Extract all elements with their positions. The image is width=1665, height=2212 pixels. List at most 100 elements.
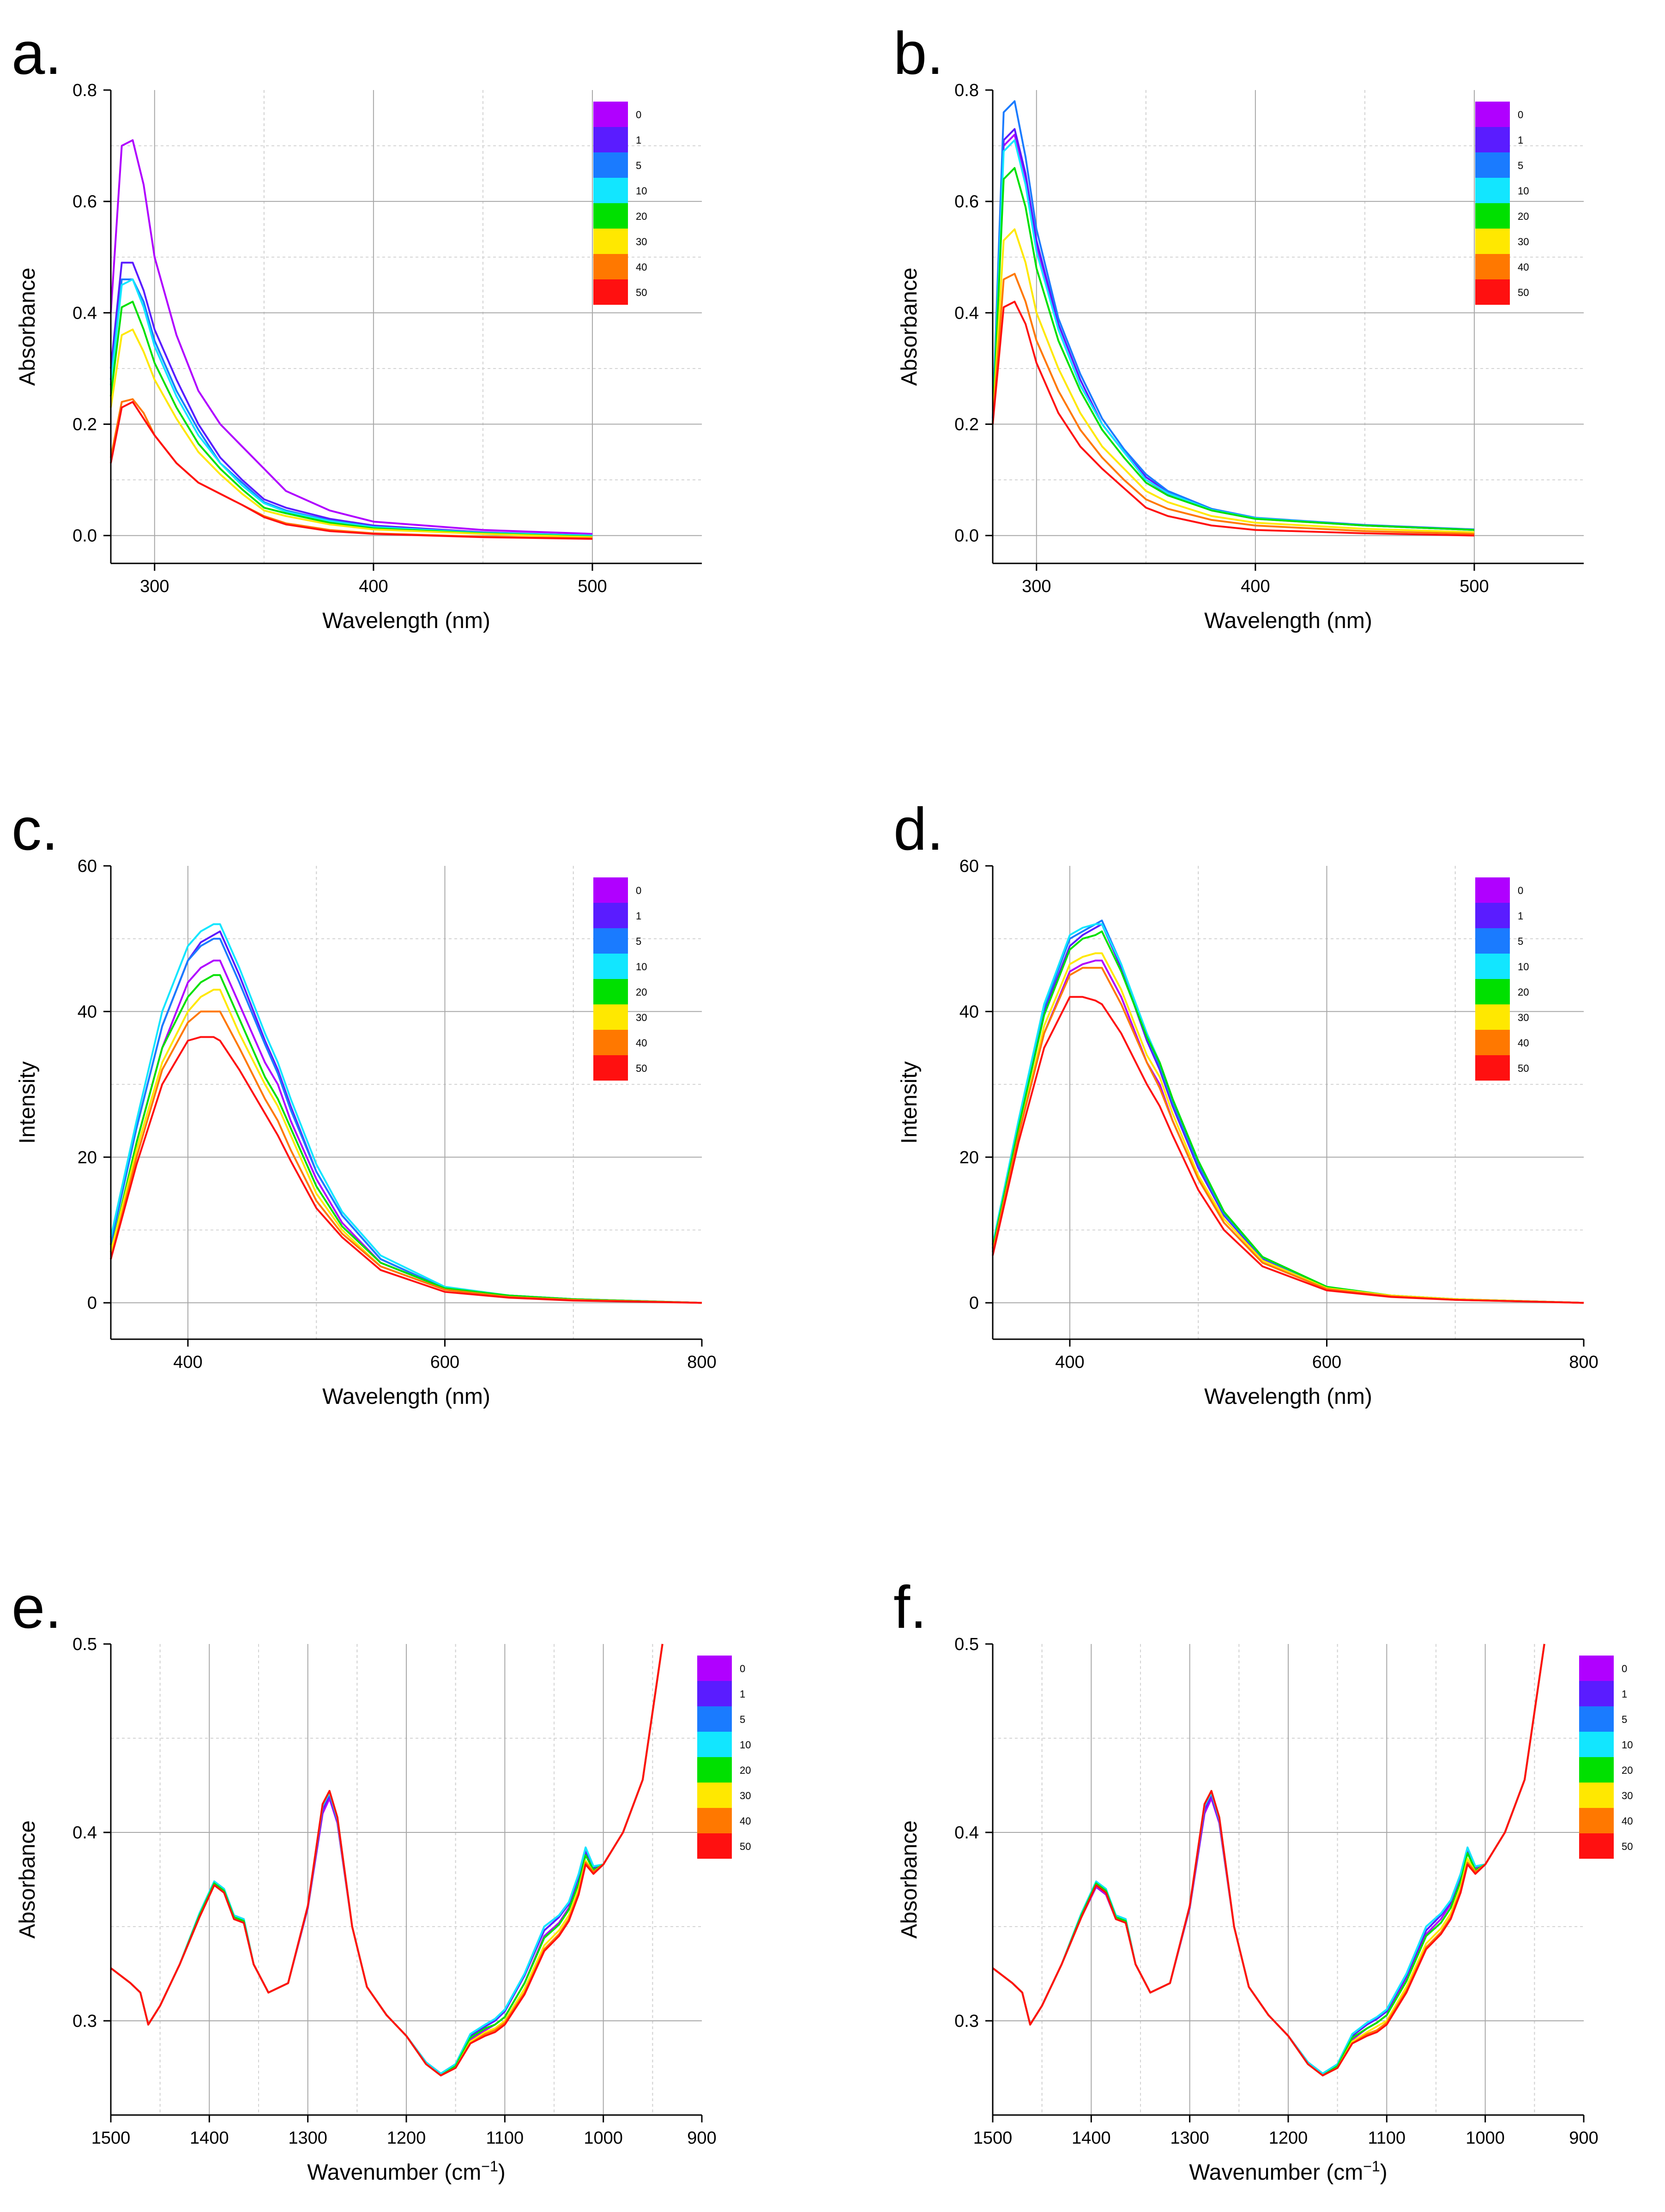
x-tick-label: 1200 — [387, 2128, 426, 2148]
legend: 0 1 5 10 20 30 40 50 — [593, 102, 647, 305]
series-line-20 — [992, 1644, 1545, 2077]
x-tick-label: 1500 — [973, 2128, 1013, 2148]
legend-label: 50 — [1518, 1063, 1529, 1074]
x-tick-label: 300 — [140, 577, 169, 596]
legend-swatch-1 — [1475, 903, 1510, 928]
y-tick-label: 0 — [969, 1293, 979, 1313]
legend-label: 0 — [1518, 885, 1523, 896]
legend-label: 0 — [636, 885, 641, 896]
legend-swatch-20 — [593, 203, 628, 229]
series-line-50 — [110, 401, 593, 540]
x-axis-label: Wavelength (nm) — [1204, 609, 1372, 633]
x-tick-label: 900 — [687, 2128, 716, 2148]
series-line-10 — [110, 1644, 664, 2075]
panel-label: b. — [893, 19, 943, 87]
y-tick-label: 20 — [78, 1148, 97, 1167]
legend-swatch-5 — [1579, 1706, 1614, 1732]
legend-label: 30 — [1622, 1790, 1633, 1801]
legend-swatch-30 — [1579, 1783, 1614, 1808]
y-tick-label: 60 — [959, 857, 979, 876]
series-line-20 — [992, 167, 1475, 531]
y-tick-label: 20 — [959, 1148, 979, 1167]
legend-swatch-40 — [1475, 254, 1510, 279]
x-tick-label: 1000 — [1466, 2128, 1505, 2148]
x-tick-label: 1400 — [190, 2128, 229, 2148]
legend-swatch-40 — [1475, 1030, 1510, 1055]
legend-swatch-1 — [697, 1681, 732, 1706]
legend: 0 1 5 10 20 30 40 50 — [593, 877, 647, 1081]
series-line-40 — [992, 272, 1475, 535]
y-axis-label: Absorbance — [15, 1820, 40, 1939]
series-line-10 — [110, 278, 593, 537]
y-axis-label: Absorbance — [897, 1820, 922, 1939]
legend-label: 40 — [1518, 1037, 1529, 1049]
series-line-40 — [110, 1644, 664, 2077]
series-line-1 — [110, 261, 593, 537]
x-tick-label: 800 — [687, 1353, 716, 1372]
legend-swatch-30 — [593, 229, 628, 254]
legend-label: 30 — [1518, 236, 1529, 248]
panel-label: e. — [12, 1573, 61, 1641]
series-line-30 — [110, 328, 593, 538]
x-tick-label: 1100 — [1368, 2128, 1406, 2148]
legend-swatch-5 — [593, 928, 628, 954]
y-axis-label: Absorbance — [15, 267, 40, 386]
y-tick-label: 0.2 — [954, 415, 979, 435]
series-line-40 — [992, 967, 1584, 1304]
legend-swatch-0 — [1475, 102, 1510, 127]
legend-swatch-20 — [593, 979, 628, 1004]
series-line-0 — [992, 133, 1475, 531]
legend-label: 1 — [740, 1688, 745, 1700]
legend-swatch-30 — [1475, 1004, 1510, 1030]
legend: 0 1 5 10 20 30 40 50 — [1579, 1656, 1633, 1859]
legend-swatch-50 — [697, 1833, 732, 1859]
series-line-10 — [110, 923, 702, 1304]
y-tick-label: 0.5 — [954, 1635, 979, 1654]
y-axis-label: Absorbance — [897, 267, 922, 386]
series-line-5 — [110, 1644, 664, 2075]
series-line-50 — [992, 996, 1584, 1304]
legend-swatch-0 — [1579, 1656, 1614, 1681]
legend-label: 40 — [636, 1037, 647, 1049]
y-tick-label: 0.3 — [72, 2012, 97, 2031]
x-axis-label-text: Wavenumber (cm — [1189, 2160, 1363, 2185]
y-tick-label: 0.4 — [72, 303, 97, 323]
x-tick-label: 500 — [1460, 577, 1489, 596]
series-line-5 — [992, 100, 1475, 531]
legend-swatch-30 — [697, 1783, 732, 1808]
x-tick-label: 800 — [1569, 1353, 1598, 1372]
legend-swatch-10 — [1475, 178, 1510, 203]
series-line-1 — [992, 128, 1475, 531]
x-axis-label-text: Wavenumber (cm — [307, 2160, 481, 2185]
legend-label: 0 — [1518, 109, 1523, 121]
legend-label: 10 — [1518, 961, 1529, 973]
legend-swatch-0 — [1475, 877, 1510, 903]
legend-label: 10 — [1518, 185, 1529, 197]
x-tick-label: 1300 — [288, 2128, 327, 2148]
x-axis-label-superscript: −1 — [1363, 2158, 1380, 2175]
series-line-50 — [992, 301, 1475, 537]
legend-swatch-50 — [1475, 1055, 1510, 1081]
legend-swatch-30 — [593, 1004, 628, 1030]
y-tick-label: 0.3 — [954, 2012, 979, 2031]
legend-swatch-5 — [593, 152, 628, 178]
legend-label: 40 — [1622, 1815, 1633, 1827]
legend-swatch-50 — [593, 1055, 628, 1081]
y-axis-label: Intensity — [15, 1061, 40, 1144]
legend-swatch-50 — [1579, 1833, 1614, 1859]
legend-label: 5 — [740, 1714, 745, 1725]
x-axis-label-tail: ) — [1380, 2160, 1388, 2185]
x-axis-label: Wavelength (nm) — [322, 609, 490, 633]
y-tick-label: 0.6 — [72, 192, 97, 212]
y-tick-label: 0.8 — [72, 81, 97, 100]
series-line-20 — [110, 301, 593, 538]
legend-label: 30 — [636, 236, 647, 248]
series-line-20 — [992, 930, 1584, 1304]
legend: 0 1 5 10 20 30 40 50 — [697, 1656, 751, 1859]
y-tick-label: 0.8 — [954, 81, 979, 100]
y-tick-label: 0.4 — [954, 1823, 979, 1843]
legend: 0 1 5 10 20 30 40 50 — [1475, 877, 1529, 1081]
